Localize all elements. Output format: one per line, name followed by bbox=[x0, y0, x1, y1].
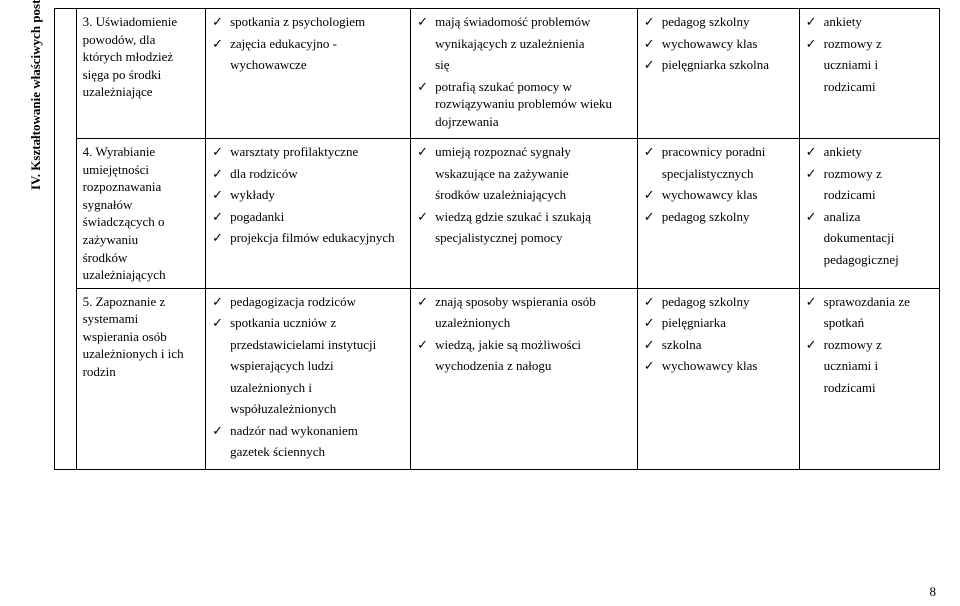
check-item-continuation: wychowawcze bbox=[212, 56, 404, 74]
check-item-continuation: przedstawicielami instytucji bbox=[212, 336, 404, 354]
check-item-continuation: dokumentacji bbox=[806, 229, 933, 247]
check-item: pedagog szkolny bbox=[644, 293, 793, 311]
check-item: pielęgniarka szkolna bbox=[644, 56, 793, 74]
check-item: ankiety bbox=[806, 13, 933, 31]
topic-cell: 3. Uświadomieniepowodów, dlaktórych młod… bbox=[76, 9, 206, 139]
topic-cell: 5. Zapoznanie zsystemamiwspierania osóbu… bbox=[76, 288, 206, 469]
check-item-continuation: wspierających ludzi bbox=[212, 357, 404, 375]
table-row: 5. Zapoznanie zsystemamiwspierania osóbu… bbox=[55, 288, 940, 469]
check-item: wychowawcy klas bbox=[644, 186, 793, 204]
main-table-wrap: 3. Uświadomieniepowodów, dlaktórych młod… bbox=[54, 8, 940, 470]
check-item: sprawozdania ze bbox=[806, 293, 933, 311]
check-item: spotkania z psychologiem bbox=[212, 13, 404, 31]
check-item: rozmowy z bbox=[806, 165, 933, 183]
check-item-continuation: uczniami i bbox=[806, 56, 933, 74]
check-list: warsztaty profilaktyczne dla rodziców wykł… bbox=[212, 143, 404, 247]
topic-cell: 4. Wyrabianieumiejętnościrozpoznawaniasy… bbox=[76, 139, 206, 288]
page-number: 8 bbox=[930, 584, 937, 600]
activities-cell: spotkania z psychologiem zajęcia edukacyj… bbox=[206, 9, 411, 139]
check-item: potrafią szukać pomocy w rozwiązywaniu p… bbox=[417, 78, 631, 131]
check-item-continuation: uzależnionych i bbox=[212, 379, 404, 397]
check-item: pogadanki bbox=[212, 208, 404, 226]
responsible-cell: pedagog szkolny pielęgniarka szkolna wychow… bbox=[637, 288, 799, 469]
check-item: projekcja filmów edukacyjnych bbox=[212, 229, 404, 247]
check-item-continuation: wskazujące na zażywanie bbox=[417, 165, 631, 183]
check-list: spotkania z psychologiem zajęcia edukacyj… bbox=[212, 13, 404, 74]
check-item: pedagogizacja rodziców bbox=[212, 293, 404, 311]
check-item: wiedzą gdzie szukać i szukają bbox=[417, 208, 631, 226]
check-item: dla rodziców bbox=[212, 165, 404, 183]
row-group-label-cell bbox=[55, 9, 77, 470]
check-item-continuation: spotkań bbox=[806, 314, 933, 332]
check-item: mają świadomość problemów bbox=[417, 13, 631, 31]
check-item: wychowawcy klas bbox=[644, 357, 793, 375]
outcomes-cell: umieją rozpoznać sygnały wskazujące na za… bbox=[411, 139, 638, 288]
check-list: ankiety rozmowy z uczniami i rodzicami bbox=[806, 13, 933, 95]
check-list: pedagog szkolny pielęgniarka szkolna wychow… bbox=[644, 293, 793, 375]
table-row: 3. Uświadomieniepowodów, dlaktórych młod… bbox=[55, 9, 940, 139]
check-item: wykłady bbox=[212, 186, 404, 204]
check-list: umieją rozpoznać sygnały wskazujące na za… bbox=[417, 143, 631, 247]
outcomes-cell: znają sposoby wspierania osób uzależniony… bbox=[411, 288, 638, 469]
check-item: analiza bbox=[806, 208, 933, 226]
topic-text: 3. Uświadomieniepowodów, dlaktórych młod… bbox=[83, 13, 200, 101]
check-item: wychowawcy klas bbox=[644, 35, 793, 53]
check-item-continuation: gazetek ściennych bbox=[212, 443, 404, 461]
check-list: znają sposoby wspierania osób uzależniony… bbox=[417, 293, 631, 375]
topic-text: 5. Zapoznanie zsystemamiwspierania osóbu… bbox=[83, 293, 200, 381]
check-list: ankiety rozmowy z rodzicami analiza dokument… bbox=[806, 143, 933, 268]
check-item: szkolna bbox=[644, 336, 793, 354]
check-item: zajęcia edukacyjno - bbox=[212, 35, 404, 53]
page: IV. Kształtowanie właściwych postaw wobe… bbox=[0, 0, 960, 606]
check-item: znają sposoby wspierania osób bbox=[417, 293, 631, 311]
check-item-continuation: uczniami i bbox=[806, 357, 933, 375]
responsible-cell: pedagog szkolny wychowawcy klas pielęgniar… bbox=[637, 9, 799, 139]
responsible-cell: pracownicy poradni specjalistycznych wycho… bbox=[637, 139, 799, 288]
activities-cell: pedagogizacja rodziców spotkania uczniów … bbox=[206, 288, 411, 469]
check-item: nadzór nad wykonaniem bbox=[212, 422, 404, 440]
table-row: 4. Wyrabianieumiejętnościrozpoznawaniasy… bbox=[55, 139, 940, 288]
check-list: pracownicy poradni specjalistycznych wycho… bbox=[644, 143, 793, 225]
check-item-continuation: pedagogicznej bbox=[806, 251, 933, 269]
check-item: spotkania uczniów z bbox=[212, 314, 404, 332]
activities-cell: warsztaty profilaktyczne dla rodziców wykł… bbox=[206, 139, 411, 288]
check-list: pedagogizacja rodziców spotkania uczniów … bbox=[212, 293, 404, 461]
check-item: pedagog szkolny bbox=[644, 13, 793, 31]
check-item-continuation: specjalistycznych bbox=[644, 165, 793, 183]
check-list: mają świadomość problemów wynikających z … bbox=[417, 13, 631, 130]
check-item: pracownicy poradni bbox=[644, 143, 793, 161]
section-heading-vertical: IV. Kształtowanie właściwych postaw wobe… bbox=[28, 0, 44, 190]
check-item-continuation: się bbox=[417, 56, 631, 74]
check-item-continuation: specjalistycznej pomocy bbox=[417, 229, 631, 247]
check-item: pedagog szkolny bbox=[644, 208, 793, 226]
check-item-continuation: rodzicami bbox=[806, 78, 933, 96]
topic-text: 4. Wyrabianieumiejętnościrozpoznawaniasy… bbox=[83, 143, 200, 283]
evaluation-cell: ankiety rozmowy z rodzicami analiza dokument… bbox=[799, 139, 939, 288]
check-item: wiedzą, jakie są możliwości bbox=[417, 336, 631, 354]
check-list: pedagog szkolny wychowawcy klas pielęgniar… bbox=[644, 13, 793, 74]
check-item-continuation: wychodzenia z nałogu bbox=[417, 357, 631, 375]
check-item-continuation: rodzicami bbox=[806, 379, 933, 397]
check-item-continuation: wynikających z uzależnienia bbox=[417, 35, 631, 53]
check-item: rozmowy z bbox=[806, 336, 933, 354]
evaluation-cell: ankiety rozmowy z uczniami i rodzicami bbox=[799, 9, 939, 139]
check-item-continuation: współuzależnionych bbox=[212, 400, 404, 418]
check-list: sprawozdania ze spotkań rozmowy z uczniami … bbox=[806, 293, 933, 397]
outcomes-cell: mają świadomość problemów wynikających z … bbox=[411, 9, 638, 139]
check-item: rozmowy z bbox=[806, 35, 933, 53]
main-table: 3. Uświadomieniepowodów, dlaktórych młod… bbox=[54, 8, 940, 470]
check-item: pielęgniarka bbox=[644, 314, 793, 332]
check-item-continuation: uzależnionych bbox=[417, 314, 631, 332]
evaluation-cell: sprawozdania ze spotkań rozmowy z uczniami … bbox=[799, 288, 939, 469]
check-item-continuation: środków uzależniających bbox=[417, 186, 631, 204]
check-item: ankiety bbox=[806, 143, 933, 161]
check-item-continuation: rodzicami bbox=[806, 186, 933, 204]
check-item: warsztaty profilaktyczne bbox=[212, 143, 404, 161]
check-item: umieją rozpoznać sygnały bbox=[417, 143, 631, 161]
